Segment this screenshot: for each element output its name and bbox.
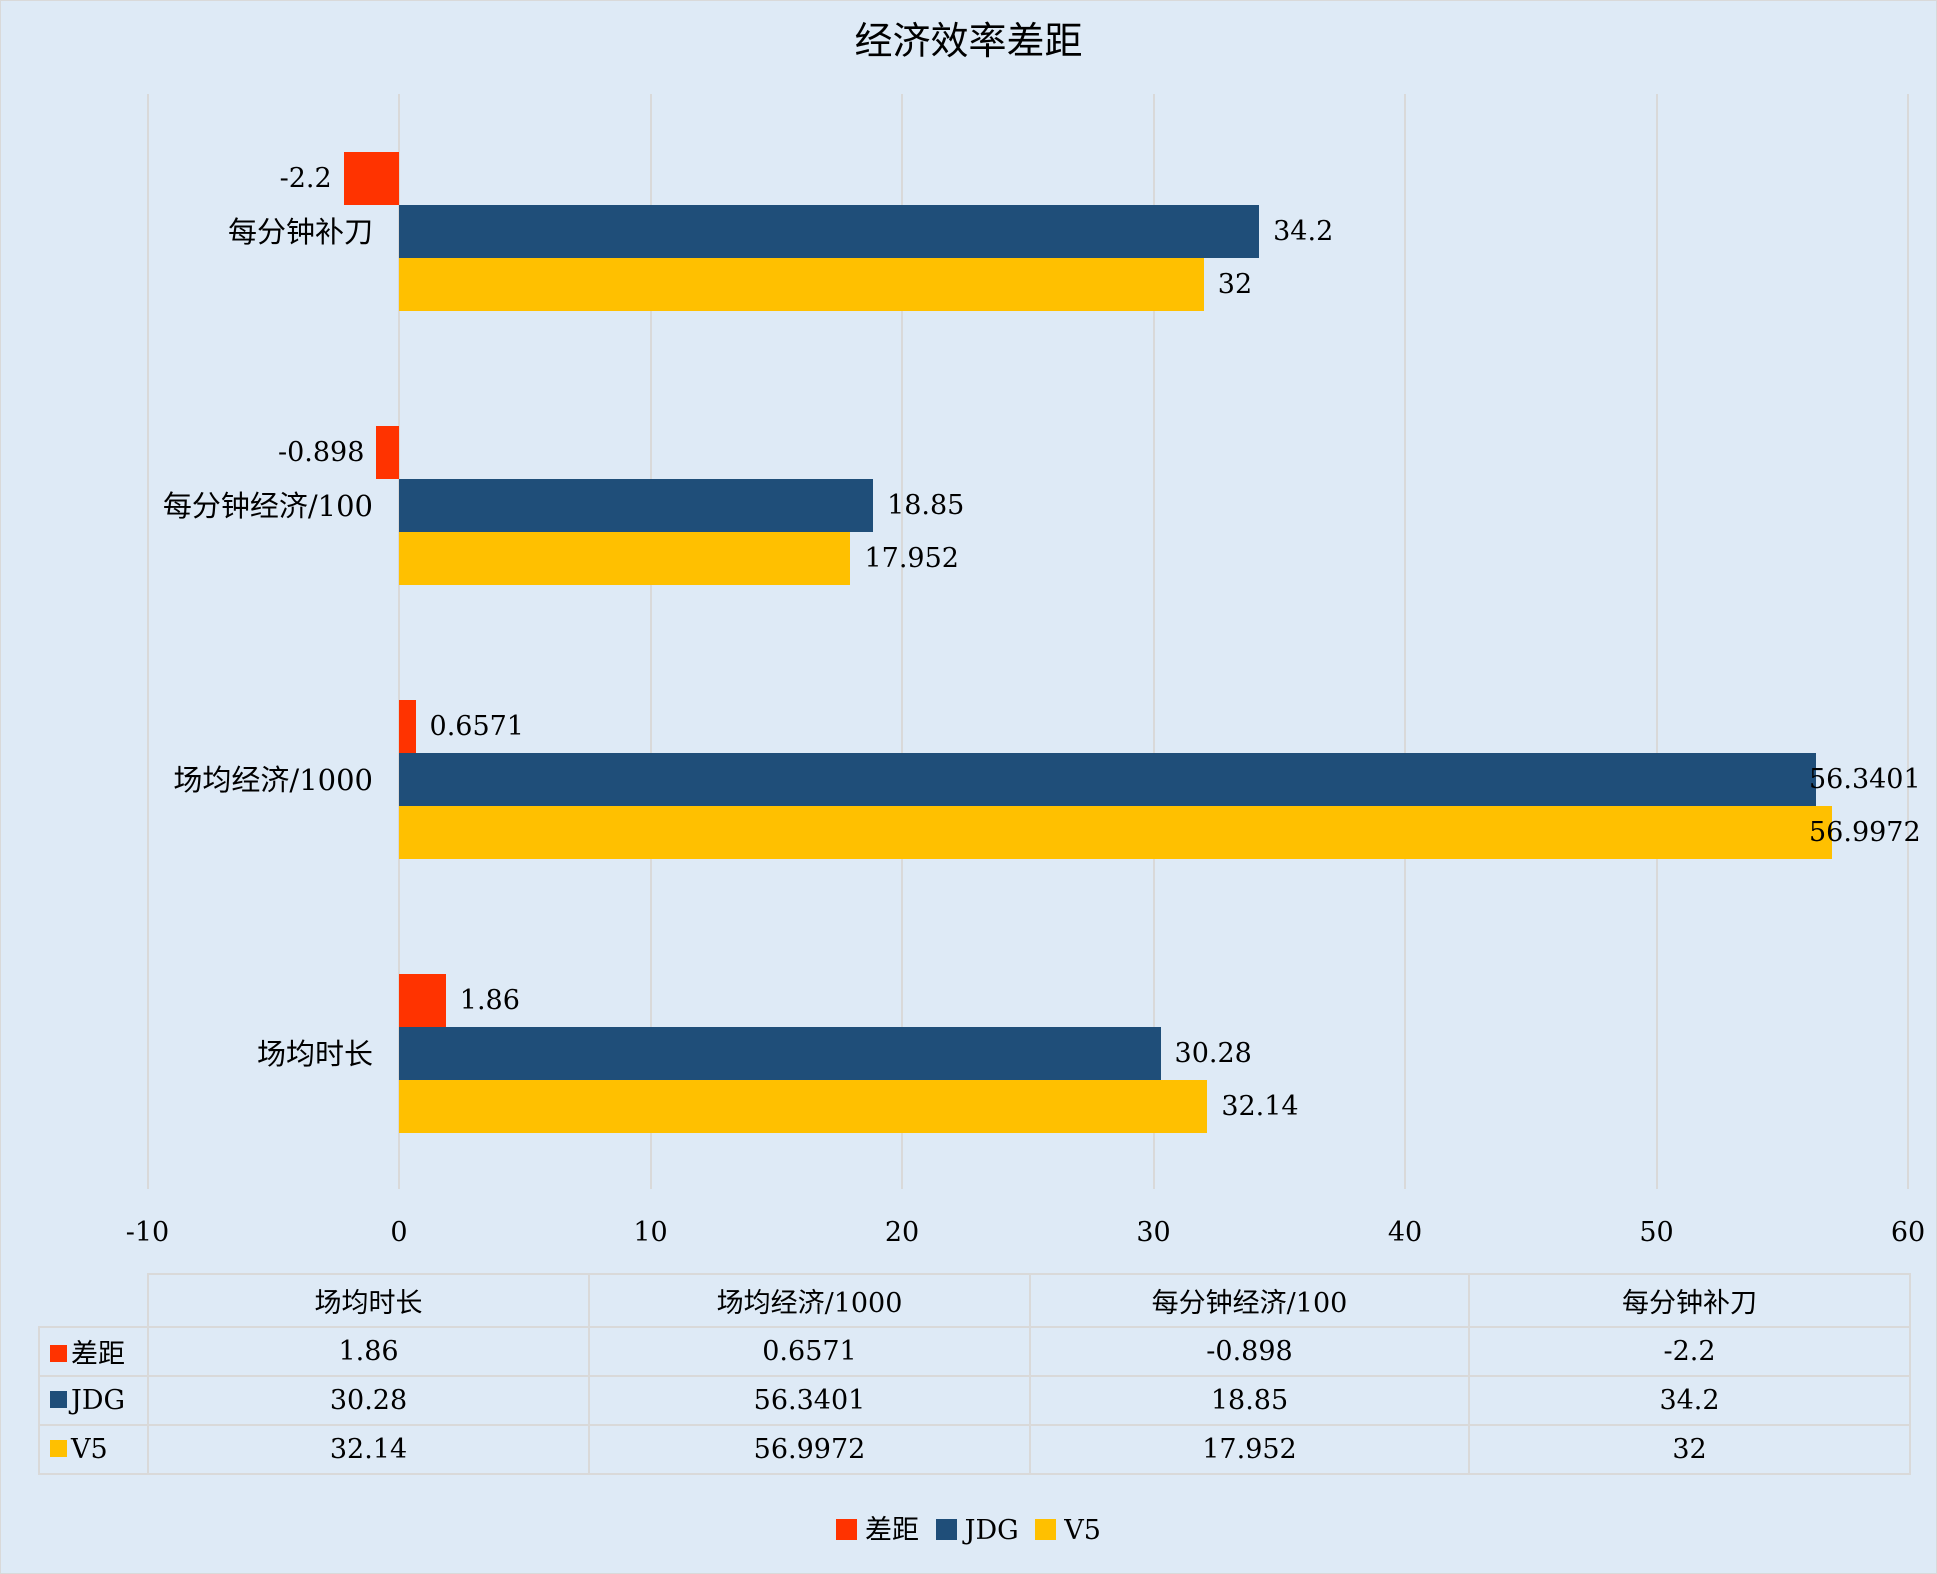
data-table: 场均时长 场均经济/1000 每分钟经济/100 每分钟补刀 差距 1.86 0… [38,1273,1911,1475]
data-cell: 0.6571 [588,1326,1031,1377]
x-tick-label: -10 [125,1217,170,1248]
row-label-text: V5 [71,1434,108,1465]
legend-label: 差距 [865,1515,920,1546]
gridline [146,94,149,1189]
row-label: V5 [38,1424,149,1475]
x-tick-label: 40 [1387,1217,1423,1248]
legend-label: V5 [1064,1515,1101,1546]
bar-jdg[interactable] [399,1027,1161,1080]
data-cell: 32.14 [147,1424,590,1475]
data-cell: -0.898 [1029,1326,1470,1377]
legend-swatch-icon [935,1518,957,1540]
gridline [1152,94,1155,1189]
bar-gap[interactable] [343,152,399,205]
legend-item[interactable]: V5 [1035,1513,1101,1549]
data-cell: 32 [1468,1424,1911,1475]
legend-label: JDG [964,1515,1019,1546]
category-label: 每分钟补刀 [227,214,373,249]
row-label-text: 差距 [71,1339,125,1370]
data-cell: 56.9972 [588,1424,1031,1475]
data-table-header-cell: 场均经济/1000 [588,1273,1031,1328]
data-label: 1.86 [459,984,520,1016]
gridline [398,94,400,1189]
data-label: 30.28 [1174,1037,1252,1069]
legend-swatch-icon [836,1518,858,1540]
x-tick-label: 10 [633,1217,668,1248]
data-label: -2.2 [279,162,332,194]
row-label: JDG [38,1375,149,1426]
bar-v5[interactable] [399,532,851,585]
data-label: 32 [1217,268,1253,300]
gridline [1655,94,1658,1189]
x-tick-label: 60 [1890,1217,1926,1248]
x-tick-label: 30 [1136,1217,1171,1248]
category-label: 每分钟经济/100 [162,488,373,523]
category-label: 场均时长 [256,1036,373,1071]
data-label: 56.3401 [1809,763,1921,795]
data-cell: 17.952 [1029,1424,1470,1475]
bar-jdg[interactable] [399,205,1260,258]
data-label: 18.85 [887,489,965,521]
data-label: 56.9972 [1809,816,1921,848]
gridline [1907,94,1909,1189]
bar-jdg[interactable] [399,479,874,532]
data-table-header-cell: 每分钟经济/100 [1029,1273,1470,1328]
data-table-header: 场均时长 场均经济/1000 每分钟经济/100 每分钟补刀 [39,1273,1911,1328]
legend-key-icon [50,1440,67,1457]
data-cell: 56.3401 [588,1375,1031,1426]
bar-gap[interactable] [376,426,399,479]
legend-swatch-icon [1035,1518,1057,1540]
gridline [1404,94,1406,1189]
data-label: 34.2 [1273,215,1334,247]
gridline [649,94,652,1189]
legend: 差距 JDG V5 [1,1513,1936,1549]
x-tick-label: 20 [884,1217,920,1248]
bar-v5[interactable] [399,258,1204,311]
bar-gap[interactable] [399,974,446,1027]
x-tick-label: 50 [1639,1217,1674,1248]
data-table-header-cell: 每分钟补刀 [1468,1273,1911,1328]
data-label: 32.14 [1221,1090,1299,1122]
bar-gap[interactable] [399,700,416,753]
row-label-text: JDG [71,1385,126,1416]
data-cell: 1.86 [147,1326,590,1377]
data-table-row: V5 32.14 56.9972 17.952 32 [38,1424,1911,1475]
data-label: 17.952 [864,542,959,574]
data-table-row: 差距 1.86 0.6571 -0.898 -2.2 [38,1326,1911,1377]
row-label: 差距 [38,1326,149,1377]
legend-key-icon [50,1345,67,1362]
data-table-corner [39,1274,149,1328]
category-label: 场均经济/1000 [173,762,373,797]
legend-item[interactable]: 差距 [836,1513,919,1549]
gridline [901,94,903,1189]
data-cell: 30.28 [147,1375,590,1426]
x-tick-label: 0 [390,1217,408,1248]
data-cell: 34.2 [1468,1375,1911,1426]
data-cell: -2.2 [1468,1326,1911,1377]
chart-title: 经济效率差距 [854,19,1083,63]
data-cell: 18.85 [1029,1375,1470,1426]
bar-v5[interactable] [399,806,1833,859]
data-label: -0.898 [278,436,365,468]
legend-key-icon [50,1391,67,1408]
bar-v5[interactable] [399,1080,1208,1133]
legend-item[interactable]: JDG [935,1513,1019,1549]
bar-jdg[interactable] [399,753,1816,806]
data-table-row: JDG 30.28 56.3401 18.85 34.2 [38,1375,1911,1426]
data-table-header-cell: 场均时长 [147,1273,590,1328]
data-label: 0.6571 [429,710,524,742]
